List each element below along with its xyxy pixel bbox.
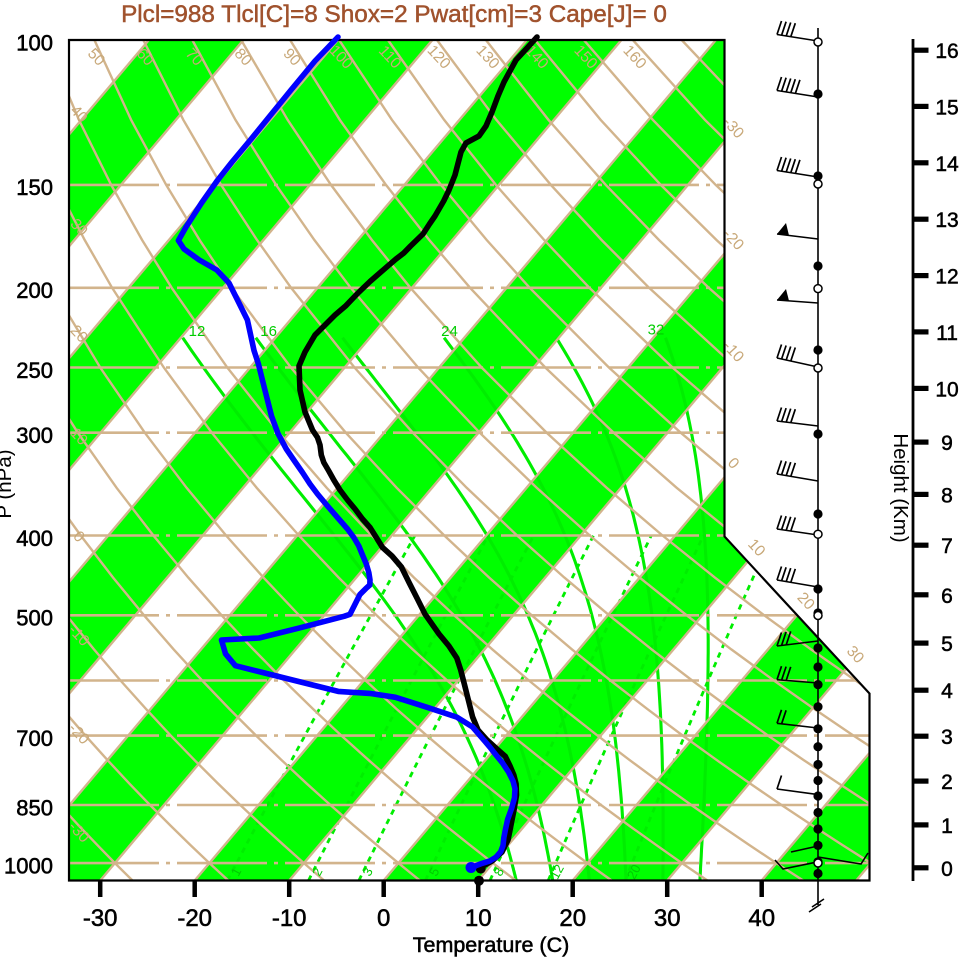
svg-text:10: 10 <box>465 905 492 932</box>
svg-text:200: 200 <box>16 278 53 303</box>
svg-text:3: 3 <box>941 726 953 749</box>
svg-text:7: 7 <box>941 535 953 558</box>
svg-text:150: 150 <box>16 175 53 200</box>
svg-text:-20: -20 <box>177 905 212 932</box>
svg-text:0: 0 <box>941 858 953 881</box>
svg-text:1: 1 <box>941 815 953 838</box>
svg-text:100: 100 <box>16 30 53 55</box>
svg-text:Temperature (C): Temperature (C) <box>413 933 570 957</box>
svg-text:P (hPa): P (hPa) <box>0 449 16 518</box>
svg-text:16: 16 <box>935 40 958 63</box>
svg-text:12: 12 <box>935 266 958 289</box>
svg-text:15: 15 <box>935 96 958 119</box>
svg-text:11: 11 <box>936 322 958 345</box>
svg-text:250: 250 <box>16 358 53 383</box>
svg-text:30: 30 <box>654 905 681 932</box>
svg-text:400: 400 <box>16 526 53 551</box>
svg-text:20: 20 <box>624 862 644 882</box>
svg-text:-10: -10 <box>272 905 307 932</box>
svg-text:16: 16 <box>260 323 277 340</box>
svg-text:850: 850 <box>16 795 53 820</box>
svg-text:700: 700 <box>16 726 53 751</box>
svg-text:2: 2 <box>941 771 953 794</box>
svg-text:1000: 1000 <box>4 853 53 878</box>
svg-text:300: 300 <box>16 423 53 448</box>
svg-text:14: 14 <box>935 153 959 176</box>
svg-text:13: 13 <box>935 209 958 232</box>
svg-text:Plcl=988 Tlcl[C]=8 Shox=2 Pwat: Plcl=988 Tlcl[C]=8 Shox=2 Pwat[cm]=3 Cap… <box>121 1 667 28</box>
svg-text:12: 12 <box>547 862 567 882</box>
svg-text:10: 10 <box>935 378 958 401</box>
svg-text:24: 24 <box>441 323 458 340</box>
svg-text:Height (Km): Height (Km) <box>889 433 912 542</box>
svg-text:4: 4 <box>941 680 953 703</box>
svg-text:500: 500 <box>16 606 53 631</box>
svg-text:8: 8 <box>941 484 953 507</box>
svg-text:32: 32 <box>648 322 665 339</box>
svg-text:6: 6 <box>941 585 953 608</box>
svg-text:-30: -30 <box>83 905 118 932</box>
svg-text:12: 12 <box>189 323 206 340</box>
svg-text:20: 20 <box>559 905 586 932</box>
svg-text:40: 40 <box>748 905 775 932</box>
svg-text:0: 0 <box>377 905 390 932</box>
svg-text:5: 5 <box>941 633 953 656</box>
svg-text:9: 9 <box>941 432 953 455</box>
